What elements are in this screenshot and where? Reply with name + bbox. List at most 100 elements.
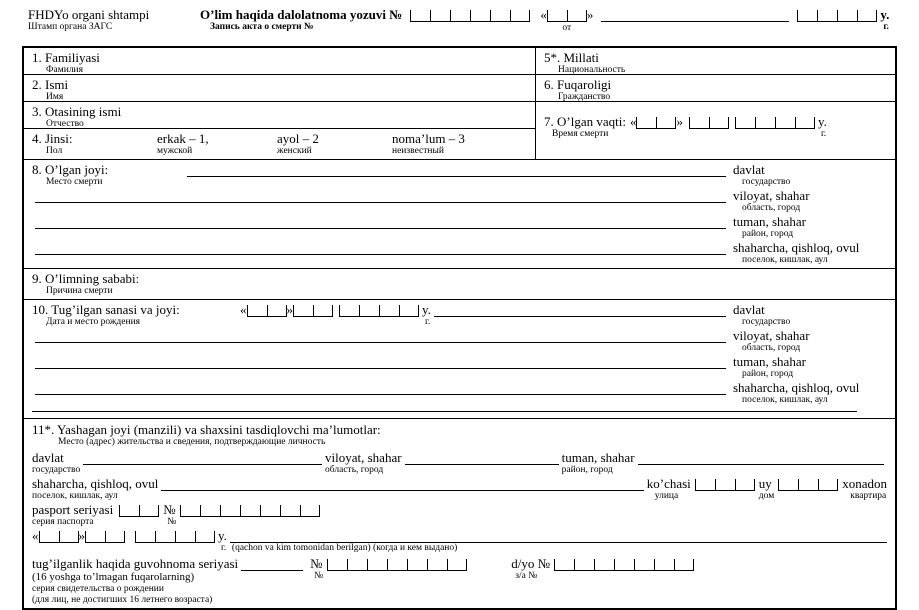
birth-place-region-line[interactable] bbox=[35, 328, 726, 343]
comb-cell bbox=[430, 10, 451, 22]
comb-cell bbox=[654, 559, 674, 571]
field-2-label-uz: 2. Ismi bbox=[32, 77, 69, 92]
comb-cell bbox=[246, 305, 267, 317]
comb-cell bbox=[857, 10, 878, 22]
section-death-cause[interactable]: 9. O’limning sababi: Причина смерти bbox=[24, 269, 895, 300]
loc-label-country: davlat государство bbox=[729, 302, 887, 328]
birth-year-boxes[interactable] bbox=[339, 305, 419, 317]
comb-cell bbox=[634, 559, 654, 571]
house-boxes[interactable] bbox=[778, 479, 839, 491]
death-place-country-line[interactable] bbox=[187, 162, 726, 177]
death-month-boxes[interactable] bbox=[688, 117, 729, 129]
year-suffix-uz: y. bbox=[817, 114, 827, 129]
cert-sub-under16-ru: (для лиц, не достигших 16 летнего возрас… bbox=[32, 595, 213, 605]
comb-cell bbox=[674, 559, 694, 571]
comb-cell bbox=[614, 559, 634, 571]
gender-option-unknown: noma’lum – 3 неизвестный bbox=[392, 131, 465, 157]
field-5-label-ru: Национальность bbox=[558, 65, 626, 75]
loc-label-country: davlat государство bbox=[729, 162, 887, 188]
death-place-district-line[interactable] bbox=[35, 214, 726, 229]
birth-place-district-line[interactable] bbox=[35, 354, 726, 369]
comb-cell bbox=[470, 10, 491, 22]
comb-cell bbox=[260, 505, 281, 517]
death-year-boxes[interactable] bbox=[734, 117, 815, 129]
comb-cell bbox=[300, 505, 321, 517]
number-sign-uz: № bbox=[310, 556, 323, 571]
field-10-label-uz: 10. Tug’ilgan sanasi va joyi: bbox=[32, 302, 180, 317]
cert-sub-under16-uz: (16 yoshga to’lmagan fuqarolarning) bbox=[32, 571, 195, 583]
death-place-region-line[interactable] bbox=[35, 188, 726, 203]
street-boxes[interactable] bbox=[694, 479, 755, 491]
birth-day-boxes[interactable] bbox=[246, 305, 287, 317]
passport-issuer-line[interactable] bbox=[229, 528, 887, 543]
res-region-label: viloyat, shahar область, город bbox=[325, 450, 402, 476]
street-label-ru: улица bbox=[654, 491, 679, 501]
passport-issue-day-boxes[interactable] bbox=[38, 531, 79, 543]
passport-series-label: pasport seriyasi серия паспорта bbox=[32, 502, 113, 528]
field-3-label-uz: 3. Otasining ismi bbox=[32, 104, 122, 119]
close-quote: » bbox=[286, 302, 294, 317]
comb-cell bbox=[594, 559, 614, 571]
record-date-year-boxes[interactable] bbox=[797, 10, 878, 22]
close-quote: » bbox=[586, 7, 594, 22]
death-place-settlement-line[interactable] bbox=[35, 240, 726, 255]
stamp-label-uz: FHDYo organi shtampi bbox=[28, 7, 150, 22]
loc-settlement-ru: поселок, кишлак, аул bbox=[742, 255, 828, 265]
res-region-line[interactable] bbox=[404, 450, 559, 465]
passport-issue-month-boxes[interactable] bbox=[85, 531, 125, 543]
comb-cell bbox=[818, 479, 839, 491]
field-9-label-uz: 9. O’limning sababi: bbox=[32, 271, 140, 286]
death-day-boxes[interactable] bbox=[636, 117, 677, 129]
form-title: O’lim haqida dalolatnoma yozuvi № Запись… bbox=[200, 7, 402, 33]
loc-region-ru: область, город bbox=[742, 203, 801, 213]
comb-cell bbox=[367, 559, 388, 571]
comb-cell bbox=[566, 10, 587, 22]
passport-series-boxes[interactable] bbox=[119, 505, 160, 517]
loc-settlement-ru: поселок, кишлак, аул bbox=[32, 491, 118, 501]
field-ismi[interactable]: 2. Ismi Имя bbox=[24, 75, 535, 102]
dyo-number-boxes[interactable] bbox=[554, 559, 694, 571]
comb-cell bbox=[240, 505, 261, 517]
field-millati[interactable]: 5*. Millati Национальность bbox=[536, 48, 895, 75]
gender-female-uz: ayol – 2 bbox=[277, 131, 319, 146]
comb-cell bbox=[754, 117, 775, 129]
passport-number-boxes[interactable] bbox=[180, 505, 321, 517]
gender-unknown-ru: неизвестный bbox=[392, 146, 444, 156]
passport-number-label: № № bbox=[163, 502, 176, 528]
comb-cell bbox=[546, 10, 567, 22]
res-district-line[interactable] bbox=[637, 450, 884, 465]
field-olgan-vaqti: 7. O’lgan vaqti: Время смерти « » y. г. bbox=[536, 102, 895, 159]
loc-label-district: tuman, shahar район, город bbox=[729, 354, 887, 380]
field-1-label-uz: 1. Familiyasi bbox=[32, 50, 100, 65]
comb-cell bbox=[195, 531, 215, 543]
field-fuqaroligi[interactable]: 6. Fuqaroligi Гражданство bbox=[536, 75, 895, 102]
comb-cell bbox=[58, 531, 79, 543]
birth-place-country-line[interactable] bbox=[433, 302, 726, 317]
gender-male-uz: erkak – 1, bbox=[157, 131, 209, 146]
comb-cell bbox=[447, 559, 468, 571]
field-4-label-ru: Пол bbox=[46, 146, 63, 156]
birth-place-settlement-line[interactable] bbox=[35, 380, 726, 395]
comb-cell bbox=[794, 117, 815, 129]
year-suffix-ru: г. bbox=[820, 129, 827, 139]
res-country-line[interactable] bbox=[83, 450, 323, 465]
birth-label: 10. Tug’ilgan sanasi va joyi: Дата и мес… bbox=[32, 302, 240, 328]
loc-label-district: tuman, shahar район, город bbox=[729, 214, 887, 240]
res-settlement-line[interactable] bbox=[161, 476, 644, 491]
passport-issue-year-boxes[interactable] bbox=[135, 531, 215, 543]
record-date-month-line[interactable] bbox=[601, 7, 790, 22]
birth-place-extra-line[interactable] bbox=[32, 406, 857, 412]
passport-issuer-field: (qachon va kim tomonidan berilgan) (когд… bbox=[229, 528, 887, 554]
cert-number-boxes[interactable] bbox=[327, 559, 468, 571]
open-quote: « bbox=[32, 528, 39, 543]
record-date-day-boxes[interactable] bbox=[546, 10, 587, 22]
comb-cell bbox=[510, 10, 531, 22]
record-number-boxes[interactable] bbox=[410, 10, 531, 22]
cert-series-line[interactable] bbox=[241, 556, 304, 571]
field-jinsi[interactable]: 4. Jinsi: Пол erkak – 1, мужской ayol – … bbox=[24, 129, 535, 159]
loc-district-ru: район, город bbox=[561, 465, 613, 475]
birth-month-boxes[interactable] bbox=[293, 305, 333, 317]
field-familiyasi[interactable]: 1. Familiyasi Фамилия bbox=[24, 48, 535, 75]
field-otasining-ismi[interactable]: 3. Otasining ismi Отчество bbox=[24, 102, 535, 129]
registry-stamp-block: FHDYo organi shtampi Штамп органа ЗАГС bbox=[28, 7, 178, 33]
